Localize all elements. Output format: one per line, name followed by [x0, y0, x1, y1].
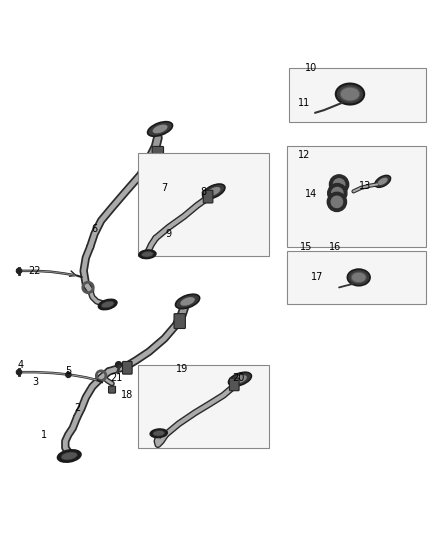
Ellipse shape: [153, 431, 165, 436]
Text: 7: 7: [161, 183, 168, 193]
Ellipse shape: [347, 269, 370, 286]
Ellipse shape: [207, 187, 220, 196]
Text: 15: 15: [300, 242, 312, 252]
Circle shape: [332, 188, 343, 199]
Ellipse shape: [233, 375, 247, 383]
Ellipse shape: [176, 294, 200, 309]
Circle shape: [116, 362, 122, 368]
Text: 18: 18: [121, 390, 134, 400]
Bar: [287, 147, 426, 247]
Circle shape: [336, 285, 341, 290]
Ellipse shape: [229, 372, 251, 386]
Text: 6: 6: [92, 224, 98, 235]
Text: 20: 20: [233, 373, 245, 383]
Bar: [289, 68, 426, 123]
FancyBboxPatch shape: [203, 190, 213, 203]
Ellipse shape: [150, 429, 167, 438]
FancyBboxPatch shape: [152, 147, 163, 161]
Ellipse shape: [98, 299, 117, 310]
Text: 22: 22: [28, 266, 41, 276]
Ellipse shape: [336, 84, 364, 104]
Ellipse shape: [351, 272, 366, 282]
Circle shape: [16, 369, 21, 375]
Text: 13: 13: [359, 181, 371, 191]
Ellipse shape: [203, 184, 225, 199]
Circle shape: [329, 175, 349, 194]
Circle shape: [17, 269, 21, 273]
Circle shape: [110, 387, 115, 392]
Ellipse shape: [139, 250, 156, 259]
Ellipse shape: [57, 450, 81, 462]
Circle shape: [328, 183, 347, 203]
Ellipse shape: [101, 301, 114, 308]
Circle shape: [331, 196, 343, 207]
Circle shape: [355, 230, 362, 237]
Bar: [138, 365, 269, 448]
Text: 5: 5: [65, 366, 71, 376]
Ellipse shape: [378, 177, 388, 185]
Text: 8: 8: [201, 187, 207, 197]
Bar: [138, 153, 269, 256]
Text: 4: 4: [17, 360, 23, 370]
Circle shape: [341, 225, 350, 234]
Circle shape: [333, 179, 345, 190]
Bar: [287, 251, 426, 304]
FancyBboxPatch shape: [174, 313, 185, 328]
Text: 19: 19: [176, 364, 188, 374]
Circle shape: [66, 372, 71, 377]
Circle shape: [311, 110, 317, 116]
Text: 11: 11: [298, 98, 310, 108]
FancyBboxPatch shape: [123, 361, 132, 374]
Text: 21: 21: [110, 373, 123, 383]
Text: 10: 10: [304, 63, 317, 73]
Text: 12: 12: [298, 150, 311, 160]
Circle shape: [327, 192, 346, 212]
Ellipse shape: [61, 452, 78, 460]
Ellipse shape: [340, 87, 360, 101]
Ellipse shape: [180, 297, 195, 306]
Circle shape: [16, 268, 21, 273]
Text: 9: 9: [166, 229, 172, 239]
Text: 2: 2: [74, 403, 80, 414]
Text: 17: 17: [311, 272, 323, 282]
FancyBboxPatch shape: [109, 386, 116, 393]
Text: 14: 14: [304, 189, 317, 199]
Ellipse shape: [152, 125, 168, 133]
Text: 1: 1: [41, 430, 47, 440]
Ellipse shape: [141, 252, 153, 257]
Text: 3: 3: [32, 377, 39, 387]
FancyBboxPatch shape: [230, 378, 239, 391]
Ellipse shape: [375, 175, 391, 188]
Text: 16: 16: [328, 242, 341, 252]
Ellipse shape: [148, 122, 173, 136]
